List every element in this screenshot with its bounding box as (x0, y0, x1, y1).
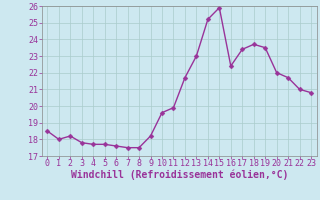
X-axis label: Windchill (Refroidissement éolien,°C): Windchill (Refroidissement éolien,°C) (70, 170, 288, 180)
